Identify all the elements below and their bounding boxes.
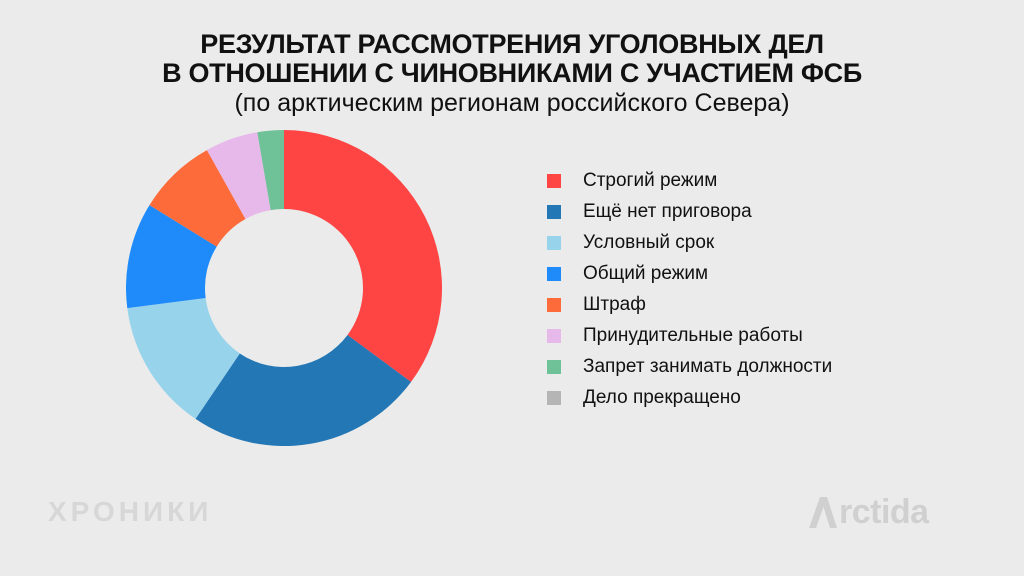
legend-item: Ещё нет приговора <box>547 196 832 227</box>
donut-slice-6 <box>206 132 271 220</box>
legend-item: Строгий режим <box>547 165 832 196</box>
legend-item: Запрет занимать должности <box>547 351 832 382</box>
khroniki-logo: ХРОНИКИ <box>48 496 213 527</box>
legend-swatch <box>547 359 561 374</box>
donut-slice-5 <box>149 150 246 247</box>
legend-label: Строгий режим <box>583 169 718 191</box>
arctida-mark-icon <box>809 497 837 528</box>
legend-swatch <box>547 328 561 343</box>
chart-title-block: РЕЗУЛЬТАТ РАССМОТРЕНИЯ УГОЛОВНЫХ ДЕЛ В О… <box>0 30 1024 118</box>
legend-swatch <box>547 173 561 188</box>
legend-label: Условный срок <box>583 231 715 253</box>
chart-subtitle: (по арктическим регионам российского Сев… <box>234 89 790 117</box>
donut-slice-4 <box>126 205 217 309</box>
donut-chart <box>126 130 442 446</box>
donut-slice-7 <box>257 130 284 211</box>
legend-label: Штраф <box>583 293 646 315</box>
arctida-logo-text: rctida <box>839 492 929 531</box>
legend-item: Общий режим <box>547 258 832 289</box>
legend-swatch <box>547 235 561 250</box>
legend-item: Дело прекращено <box>547 382 832 413</box>
legend-label: Общий режим <box>583 262 709 284</box>
chart-title-line-2: В ОТНОШЕНИИ С ЧИНОВНИКАМИ С УЧАСТИЕМ ФСБ <box>162 58 862 88</box>
legend-swatch <box>547 266 561 281</box>
legend-item: Штраф <box>547 289 832 320</box>
donut-slice-3 <box>127 298 240 419</box>
arctida-logo: rctida <box>808 492 929 532</box>
legend-label: Дело прекращено <box>583 386 741 408</box>
legend-label: Запрет занимать должности <box>583 355 833 377</box>
donut-slice-1 <box>284 130 442 382</box>
chart-legend: Строгий режим Ещё нет приговора Условный с… <box>547 165 832 413</box>
legend-swatch <box>547 204 561 219</box>
legend-label: Принудительные работы <box>583 324 803 346</box>
donut-slice-2 <box>195 334 412 446</box>
chart-title-line-1: РЕЗУЛЬТАТ РАССМОТРЕНИЯ УГОЛОВНЫХ ДЕЛ <box>200 29 824 59</box>
legend-item: Принудительные работы <box>547 320 832 351</box>
legend-label: Ещё нет приговора <box>583 200 752 222</box>
legend-item: Условный срок <box>547 227 832 258</box>
legend-swatch <box>547 297 561 312</box>
legend-swatch <box>547 390 561 405</box>
